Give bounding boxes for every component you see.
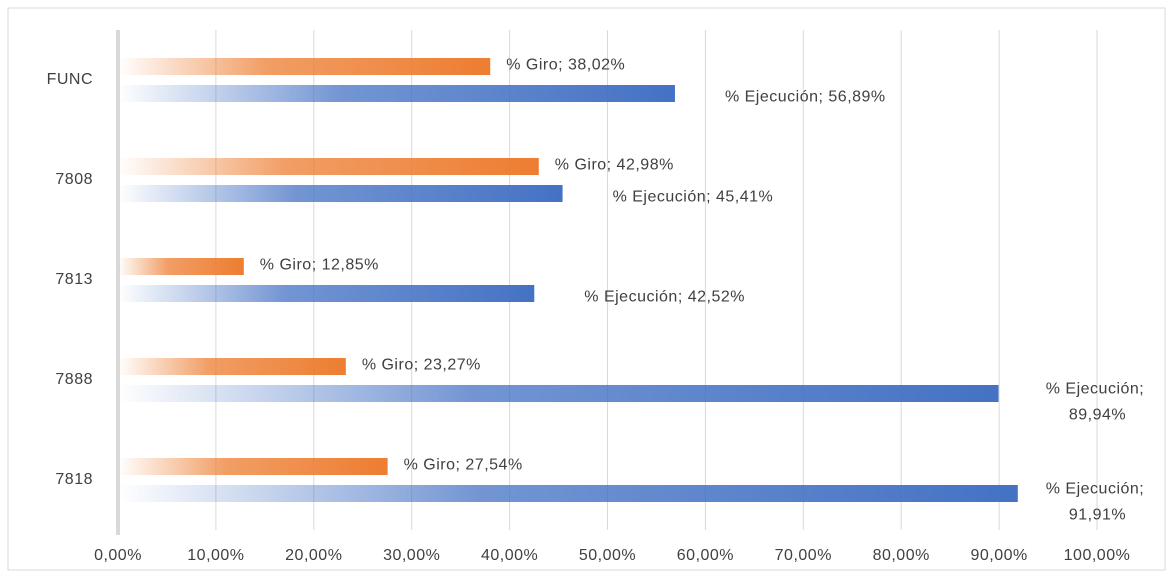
data-label: % Ejecución; 42,52% (584, 289, 745, 306)
x-tick-label: 20,00% (285, 547, 342, 564)
x-tick-label: 0,00% (94, 547, 142, 564)
y-tick-label: 7813 (55, 271, 93, 288)
y-tick-label: FUNC (47, 71, 93, 88)
x-tick-label: 80,00% (873, 547, 930, 564)
data-label: % Ejecución; 45,41% (613, 189, 774, 206)
bar (118, 385, 999, 402)
x-tick-label: 100,00% (1064, 547, 1131, 564)
x-tick-label: 70,00% (775, 547, 832, 564)
bar (118, 458, 388, 475)
y-tick-label: 7888 (55, 371, 93, 388)
bar (118, 158, 539, 175)
data-label: % Giro; 23,27% (362, 357, 481, 374)
data-label: % Giro; 38,02% (506, 57, 625, 74)
bar (118, 85, 675, 102)
bar (118, 358, 346, 375)
bar (118, 285, 535, 302)
y-tick-label: 7818 (55, 471, 93, 488)
x-tick-label: 60,00% (677, 547, 734, 564)
data-label: % Ejecución; 56,89% (725, 89, 886, 106)
bar (118, 185, 563, 202)
data-label: % Giro; 12,85% (260, 257, 379, 274)
bar (118, 485, 1018, 502)
y-tick-label: 7808 (55, 171, 93, 188)
bar (118, 58, 491, 75)
x-tick-label: 40,00% (481, 547, 538, 564)
x-tick-label: 30,00% (383, 547, 440, 564)
data-label: % Giro; 42,98% (555, 157, 674, 174)
x-tick-label: 90,00% (970, 547, 1027, 564)
data-label: % Ejecución; 89,94% (1046, 381, 1145, 424)
x-tick-label: 50,00% (579, 547, 636, 564)
data-label: % Ejecución; 91,91% (1046, 481, 1145, 524)
x-tick-label: 10,00% (187, 547, 244, 564)
data-label: % Giro; 27,54% (404, 457, 523, 474)
bar (118, 258, 244, 275)
